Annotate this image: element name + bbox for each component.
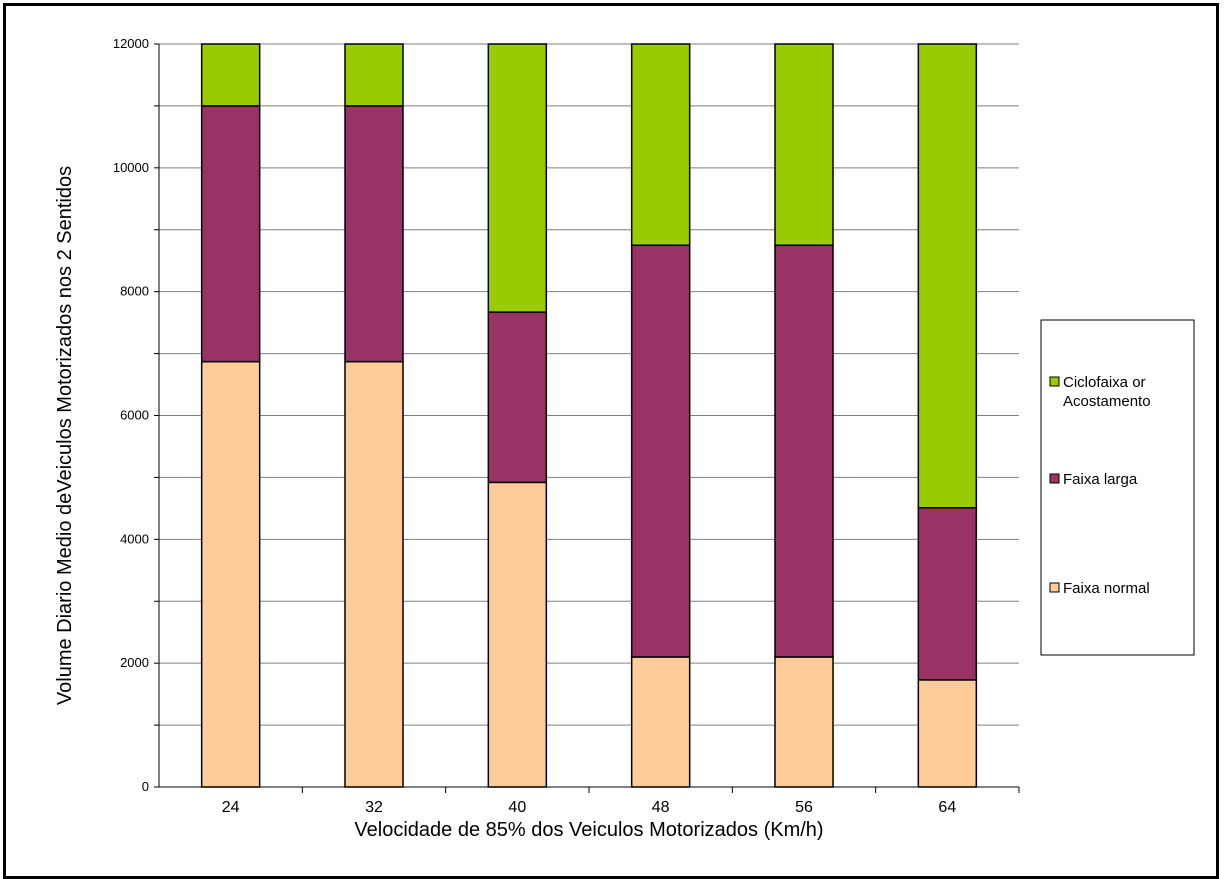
bar-segment bbox=[200, 360, 261, 788]
bar-segment bbox=[487, 43, 548, 313]
legend-swatch bbox=[1049, 376, 1060, 387]
bar-segment bbox=[917, 43, 978, 509]
bar-segment bbox=[344, 360, 404, 788]
y-axis-title: Volume Diario Medio deVeiculos Motorizad… bbox=[54, 166, 76, 705]
bar-segment bbox=[774, 656, 834, 788]
y-tick-label: 10000 bbox=[113, 160, 149, 175]
y-tick-label: 0 bbox=[142, 779, 149, 794]
legend-swatch bbox=[1049, 473, 1060, 484]
x-tick-label: 48 bbox=[652, 799, 670, 816]
bar-segment bbox=[344, 105, 404, 363]
legend-swatch bbox=[1049, 582, 1060, 593]
y-tick-label: 12000 bbox=[113, 36, 149, 51]
grid-lines bbox=[159, 43, 1019, 726]
y-tick-label: 6000 bbox=[120, 408, 149, 423]
bar-segment bbox=[630, 656, 691, 788]
x-tick-label: 32 bbox=[365, 799, 383, 816]
bar-segment bbox=[630, 43, 691, 246]
legend-label: Faixa larga bbox=[1063, 471, 1138, 488]
bar-segment bbox=[487, 311, 548, 484]
bar-segment bbox=[917, 679, 978, 788]
tick-labels: 0 2000 4000 6000 8000 10000 12000 24 32 40 48 56 64 bbox=[113, 36, 1020, 816]
y-tick-label: 8000 bbox=[120, 284, 149, 299]
bar-segment bbox=[487, 481, 548, 788]
bar-segment bbox=[917, 507, 978, 681]
bar-segment bbox=[774, 244, 834, 658]
x-tick-label: 40 bbox=[508, 799, 526, 816]
x-tick-label: 64 bbox=[938, 799, 956, 816]
bar-segment bbox=[774, 43, 834, 246]
x-tick-label: 24 bbox=[222, 799, 240, 816]
bar-segment bbox=[630, 244, 691, 658]
bar-segment bbox=[200, 43, 261, 107]
y-tick-label: 2000 bbox=[120, 655, 149, 670]
bar-segment bbox=[200, 105, 261, 363]
legend: Ciclofaixa or Acostamento Faixa larga Faixa… bbox=[1040, 319, 1195, 656]
bar-segment bbox=[344, 43, 404, 107]
legend-label: Ciclofaixa or bbox=[1063, 374, 1146, 391]
x-axis-title: Velocidade de 85% dos Veiculos Motorizad… bbox=[354, 819, 823, 841]
legend-label: Faixa normal bbox=[1063, 580, 1150, 597]
legend-label: Acostamento bbox=[1063, 393, 1151, 410]
bars bbox=[200, 43, 978, 788]
x-tick-label: 56 bbox=[795, 799, 813, 816]
y-tick-label: 4000 bbox=[120, 531, 149, 546]
legend-box bbox=[1040, 319, 1195, 656]
